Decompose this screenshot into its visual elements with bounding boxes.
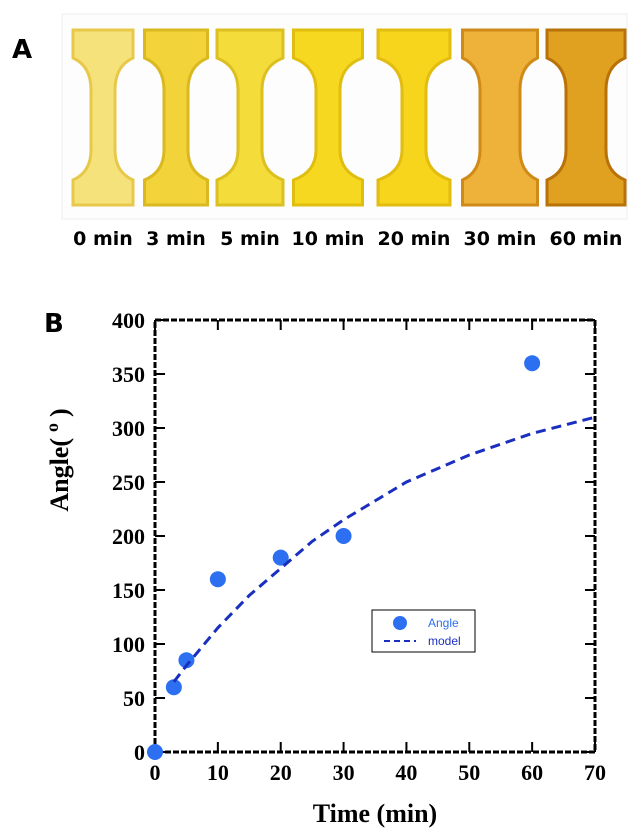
panel-label: B	[44, 309, 64, 339]
y-tick-label: 400	[112, 308, 145, 333]
caption: 20 min	[378, 228, 451, 250]
point	[178, 652, 195, 669]
sample	[71, 28, 135, 207]
y-tick-label: 200	[112, 524, 145, 549]
caption: 30 min	[464, 228, 537, 250]
y-axis-label-part: o	[42, 423, 62, 432]
caption: 10 min	[292, 228, 365, 250]
legend-box	[371, 609, 476, 653]
x-tick-label: 70	[584, 760, 606, 785]
x-tick-label: 50	[458, 760, 480, 785]
x-tick-label: 10	[207, 760, 229, 785]
model-line	[172, 415, 596, 683]
caption: 5 min	[220, 228, 280, 250]
sample	[292, 28, 364, 207]
photo	[71, 28, 627, 207]
x-tick-label: 30	[333, 760, 355, 785]
y-tick-label: 0	[134, 740, 145, 765]
y-tick-label: 50	[123, 686, 145, 711]
x-tick-label: 0	[150, 760, 161, 785]
y-tick-label: 350	[112, 362, 145, 387]
chart: 0 10 20 30 40 50 60 70 0 50 100 150 200 250 300 350 400 T…	[42, 308, 606, 828]
y-axis-label: Angle( o)	[42, 408, 74, 511]
y-axis-label-part: )	[45, 408, 74, 417]
point	[165, 679, 182, 696]
plot-frame	[153, 318, 597, 754]
panel-label: A	[12, 35, 32, 65]
captions: 0 min 3 min 5 min 10 min 20 min 30 min 60 min	[73, 228, 622, 250]
sample	[376, 28, 452, 207]
y-tick-label: 300	[112, 416, 145, 441]
sample	[545, 28, 627, 207]
sample	[461, 28, 539, 207]
y-tick-label: 100	[112, 632, 145, 657]
caption: 60 min	[550, 228, 623, 250]
y-tick-label: 250	[112, 470, 145, 495]
point	[335, 528, 352, 544]
point	[209, 571, 226, 588]
x-tick-label: 60	[521, 760, 543, 785]
sample	[143, 28, 209, 207]
caption: 3 min	[146, 228, 206, 250]
x-tick-label: 20	[270, 760, 292, 785]
x-tick-label: 40	[395, 760, 417, 785]
legend-label: model	[428, 634, 461, 648]
caption: 0 min	[73, 228, 133, 250]
legend-marker	[393, 616, 407, 630]
point	[524, 355, 541, 372]
sample	[215, 28, 285, 207]
point	[272, 549, 289, 566]
y-tick-label: 150	[112, 578, 145, 603]
legend-label: Angle	[428, 616, 459, 630]
x-axis-label: Time (min)	[313, 799, 437, 828]
point	[147, 744, 163, 760]
y-axis-label-part: Angle(	[45, 438, 74, 512]
